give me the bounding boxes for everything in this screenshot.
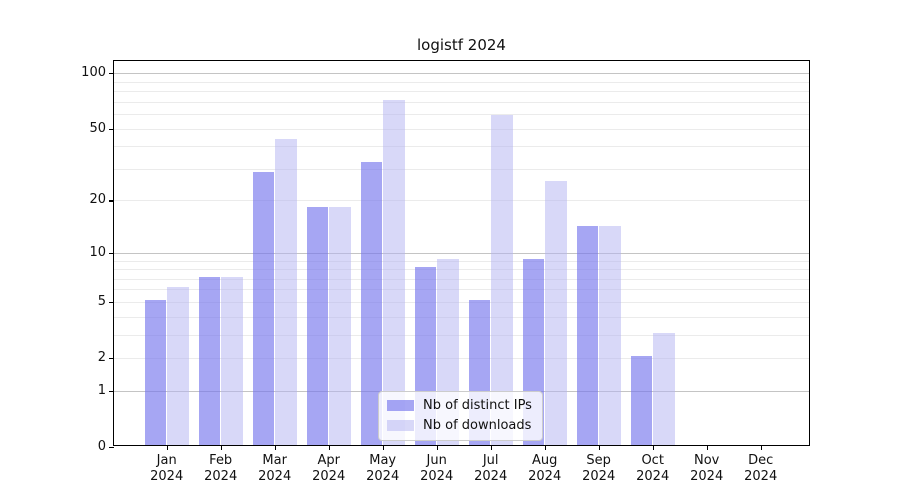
x-tick (274, 445, 276, 450)
legend-swatch-downloads (387, 420, 414, 431)
y-tick (109, 200, 114, 202)
y-tick-label: 100 (81, 65, 106, 81)
y-tick-label: 5 (97, 293, 106, 309)
x-tick-label: Nov 2024 (690, 453, 724, 484)
legend: Nb of distinct IPs Nb of downloads (378, 391, 543, 441)
legend-label: Nb of downloads (423, 418, 532, 433)
gridline-minor (114, 289, 809, 291)
gridline-minor (114, 91, 809, 93)
gridline-minor (114, 334, 809, 336)
y-tick (109, 447, 114, 449)
gridline-minor (114, 316, 809, 318)
y-tick-label: 10 (89, 244, 106, 260)
x-tick (544, 445, 546, 450)
x-tick-label: Jan 2024 (150, 453, 184, 484)
gridline-minor (114, 168, 809, 170)
bar-downloads (167, 287, 189, 445)
y-tick (109, 252, 114, 255)
bar-downloads (221, 276, 243, 445)
plot-area: 0 1 2 5 10 20 50 100 Jan 2024 Feb 2024 Mar 2024 Apr… (81, 60, 810, 484)
x-tick-label: Sep 2024 (582, 453, 616, 484)
bar-distinct-ips (144, 299, 167, 445)
y-tick-label: 2 (97, 350, 106, 366)
gridline-major (114, 73, 809, 75)
x-tick (436, 445, 438, 450)
gridline-minor (114, 114, 809, 116)
x-tick-label: Jul 2024 (474, 453, 508, 484)
y-tick (109, 358, 114, 360)
bar-distinct-ips (576, 225, 599, 445)
x-tick-label: Mar 2024 (258, 453, 292, 484)
x-tick (598, 445, 600, 450)
y-tick-label: 50 (89, 120, 106, 136)
gridline-minor (114, 269, 809, 271)
x-tick-label: Apr 2024 (312, 453, 346, 484)
y-tick (109, 128, 114, 130)
x-tick (706, 445, 708, 450)
gridline-minor (114, 200, 809, 202)
gridline-minor (114, 146, 809, 148)
legend-item: Nb of distinct IPs (387, 398, 532, 413)
y-tick (109, 301, 114, 304)
x-tick (652, 445, 654, 450)
x-tick (220, 445, 222, 450)
bar-distinct-ips (306, 206, 329, 445)
x-tick-label: Oct 2024 (636, 453, 670, 484)
gridline-minor (114, 260, 809, 262)
gridline-major (114, 252, 809, 254)
x-tick (328, 445, 330, 450)
x-tick (490, 445, 492, 450)
bar-downloads (491, 114, 513, 445)
bar-downloads (653, 332, 675, 445)
bar-downloads (599, 225, 621, 445)
x-tick (760, 445, 762, 450)
x-tick-label: Feb 2024 (204, 453, 238, 484)
legend-item: Nb of downloads (387, 418, 532, 433)
bar-distinct-ips (360, 161, 383, 445)
legend-label: Nb of distinct IPs (423, 398, 532, 413)
y-tick (109, 390, 114, 393)
bar-downloads (275, 138, 297, 445)
y-tick-label: 20 (89, 192, 106, 208)
y-tick-label: 1 (97, 382, 106, 398)
bar-downloads (383, 99, 405, 445)
x-tick-label: Jun 2024 (420, 453, 454, 484)
x-tick (382, 445, 384, 450)
legend-swatch-distinct-ips (387, 400, 414, 411)
x-tick (166, 445, 168, 450)
gridline-minor (114, 278, 809, 280)
gridline-minor (114, 358, 809, 360)
x-tick-label: Dec 2024 (744, 453, 778, 484)
bar-downloads (329, 206, 351, 445)
bar-downloads (545, 181, 567, 445)
x-tick-label: Aug 2024 (528, 453, 562, 484)
chart-title: logistf 2024 (417, 36, 506, 54)
gridline-minor (114, 301, 809, 303)
bar-distinct-ips (198, 276, 221, 445)
gridline-minor (114, 128, 809, 130)
bar-distinct-ips (252, 172, 275, 445)
y-tick (109, 73, 114, 75)
bar-distinct-ips (630, 356, 653, 445)
gridline-minor (114, 81, 809, 83)
x-tick-label: May 2024 (366, 453, 400, 484)
gridline-minor (114, 101, 809, 103)
y-tick-label: 0 (97, 439, 106, 454)
